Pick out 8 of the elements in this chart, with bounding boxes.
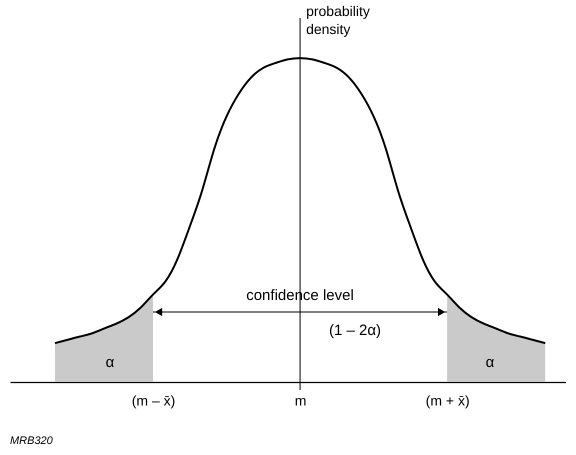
annotation: α bbox=[106, 354, 115, 371]
annotation: α bbox=[486, 354, 495, 371]
x-tick-label: (m – x̄) bbox=[132, 392, 176, 408]
y-axis-title: probability density bbox=[306, 3, 370, 37]
x-tick-label: m bbox=[294, 392, 306, 408]
text: MRB320 bbox=[10, 435, 54, 447]
x-tick-label: (m + x̄) bbox=[426, 392, 470, 408]
annotation: (1 – 2α) bbox=[328, 322, 382, 339]
